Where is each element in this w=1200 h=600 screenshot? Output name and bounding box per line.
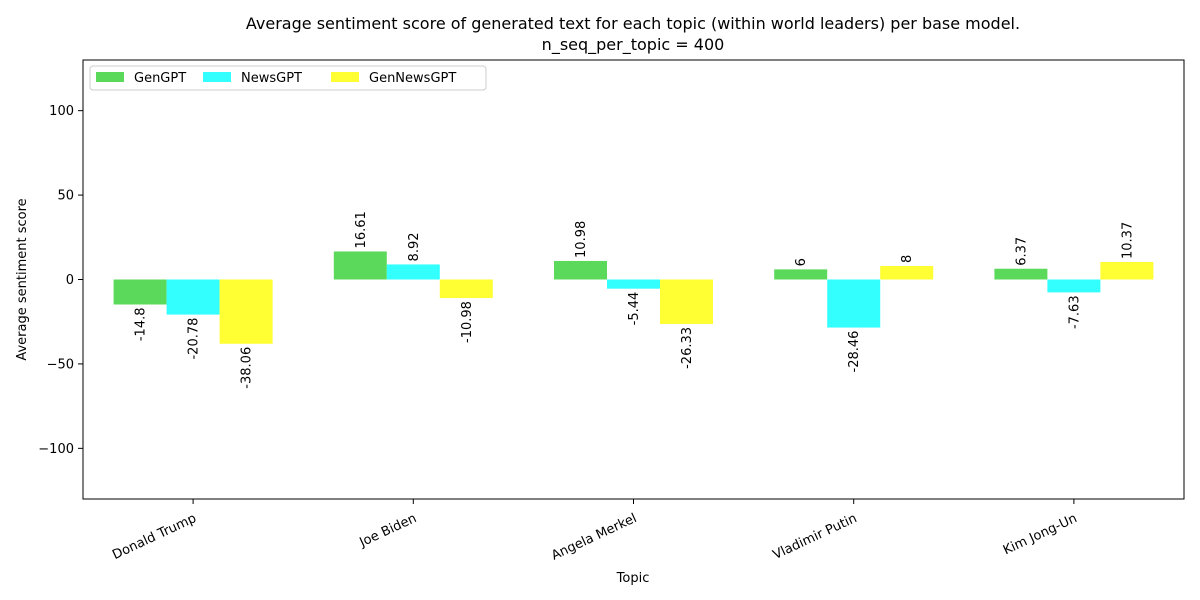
data-label-newsgpt-0: -20.78 bbox=[187, 318, 202, 360]
bar-gennewsgpt-4 bbox=[1100, 261, 1154, 280]
x-tick-label: Vladimir Putin bbox=[771, 511, 860, 563]
legend-label-newsgpt: NewsGPT bbox=[241, 71, 302, 86]
legend-label-gengpt: GenGPT bbox=[134, 71, 186, 86]
data-label-gengpt-2: 10.98 bbox=[574, 221, 589, 258]
bar-gengpt-0 bbox=[113, 279, 167, 305]
data-label-gengpt-0: -14.8 bbox=[134, 307, 149, 341]
x-axis-label: Topic bbox=[616, 571, 650, 586]
y-tick-label: −50 bbox=[47, 357, 74, 372]
legend-swatch-gengpt bbox=[96, 72, 124, 82]
bar-gengpt-2 bbox=[554, 260, 607, 280]
legend-swatch-gennewsgpt bbox=[331, 72, 359, 82]
bar-newsgpt-4 bbox=[1047, 279, 1101, 293]
legend-label-gennewsgpt: GenNewsGPT bbox=[369, 71, 456, 86]
data-labels-group: -14.8 16.61 10.98 6 6.37 -20.78 8.92 -5.44 -28.4… bbox=[134, 211, 1136, 388]
bar-gengpt-4 bbox=[994, 268, 1048, 280]
x-tick-label: Kim Jong-Un bbox=[1001, 511, 1080, 558]
y-axis-label: Average sentiment score bbox=[15, 198, 30, 360]
data-label-gennewsgpt-3: 8 bbox=[900, 255, 915, 263]
data-label-gengpt-1: 16.61 bbox=[354, 211, 369, 248]
data-label-gengpt-3: 6 bbox=[794, 258, 809, 266]
data-label-newsgpt-4: -7.63 bbox=[1067, 295, 1082, 329]
data-label-newsgpt-1: 8.92 bbox=[407, 232, 422, 261]
bar-gengpt-1 bbox=[333, 251, 387, 280]
bar-gennewsgpt-3 bbox=[880, 265, 934, 280]
y-tick-label: −100 bbox=[38, 442, 74, 457]
chart-title: Average sentiment score of generated tex… bbox=[246, 14, 1020, 33]
bar-gennewsgpt-0 bbox=[219, 279, 273, 344]
data-label-newsgpt-2: -5.44 bbox=[627, 292, 642, 326]
x-tick-label: Angela Merkel bbox=[549, 511, 639, 564]
bar-newsgpt-2 bbox=[607, 279, 660, 289]
bar-gennewsgpt-1 bbox=[439, 279, 493, 299]
legend: GenGPT NewsGPT GenNewsGPT bbox=[89, 65, 487, 91]
bar-newsgpt-0 bbox=[166, 279, 220, 315]
bar-newsgpt-3 bbox=[827, 279, 881, 328]
data-label-gengpt-4: 6.37 bbox=[1014, 237, 1029, 266]
data-label-newsgpt-3: -28.46 bbox=[847, 331, 862, 373]
bars-group bbox=[113, 251, 1154, 344]
bar-newsgpt-1 bbox=[386, 264, 440, 280]
y-tick-label: 50 bbox=[57, 189, 74, 204]
y-axis: −100 −50 0 50 100 bbox=[38, 104, 83, 457]
x-axis: Donald Trump Joe Biden Angela Merkel Vladim… bbox=[110, 499, 1080, 564]
data-label-gennewsgpt-1: -10.98 bbox=[460, 301, 475, 343]
data-label-gennewsgpt-0: -38.06 bbox=[240, 347, 255, 389]
data-label-gennewsgpt-4: 10.37 bbox=[1120, 222, 1135, 259]
x-tick-label: Joe Biden bbox=[357, 511, 419, 551]
y-tick-label: 0 bbox=[66, 273, 74, 288]
legend-swatch-newsgpt bbox=[203, 72, 231, 82]
chart-subtitle: n_seq_per_topic = 400 bbox=[542, 35, 725, 55]
bar-gengpt-3 bbox=[774, 269, 828, 280]
bar-gennewsgpt-2 bbox=[660, 279, 713, 324]
y-tick-label: 100 bbox=[49, 104, 74, 119]
legend-box bbox=[89, 65, 487, 91]
data-label-gennewsgpt-2: -26.33 bbox=[680, 327, 695, 369]
x-tick-label: Donald Trump bbox=[110, 511, 199, 563]
